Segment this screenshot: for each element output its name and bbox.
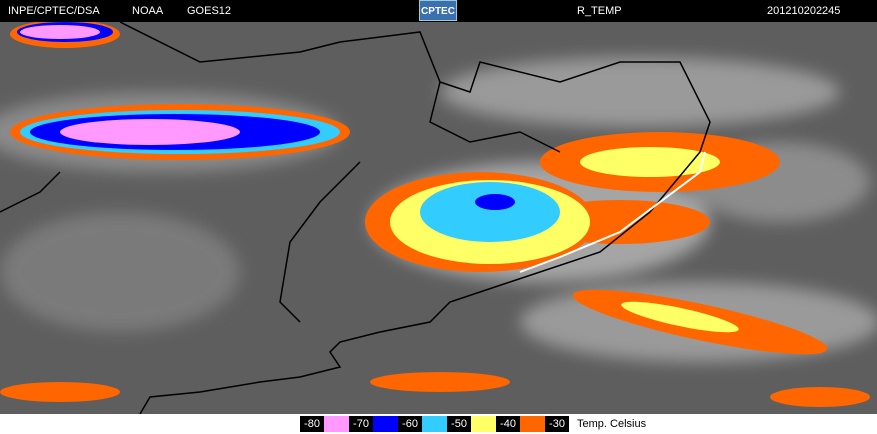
product: R_TEMP	[577, 5, 622, 17]
legend-level: -30	[545, 416, 569, 432]
boundaries	[0, 22, 711, 414]
legend-level: -40	[496, 416, 520, 432]
lagoon	[519, 151, 706, 273]
logo: CPTEC	[419, 0, 457, 21]
legend: -80 -70 -60 -50 -40 -30 Temp. Celsius	[0, 414, 877, 434]
legend-level: -80	[300, 416, 324, 432]
legend-swatch	[520, 416, 545, 432]
legend-swatch	[373, 416, 398, 432]
cold-tops	[0, 22, 870, 407]
legend-unit: Temp. Celsius	[577, 418, 647, 430]
satellite: NOAA	[132, 5, 164, 17]
legend-swatch	[422, 416, 447, 432]
legend-swatch	[471, 416, 496, 432]
legend-swatch	[324, 416, 349, 432]
source: INPE/CPTEC/DSA	[8, 5, 100, 17]
header-bar: INPE/CPTEC/DSA NOAA GOES12 CPTEC R_TEMP …	[0, 0, 877, 22]
timestamp: 201210202245	[767, 5, 841, 17]
legend-level: -50	[447, 416, 471, 432]
legend-level: -60	[398, 416, 422, 432]
satellite-image	[0, 22, 877, 414]
instrument: GOES12	[187, 5, 232, 17]
legend-level: -70	[349, 416, 373, 432]
